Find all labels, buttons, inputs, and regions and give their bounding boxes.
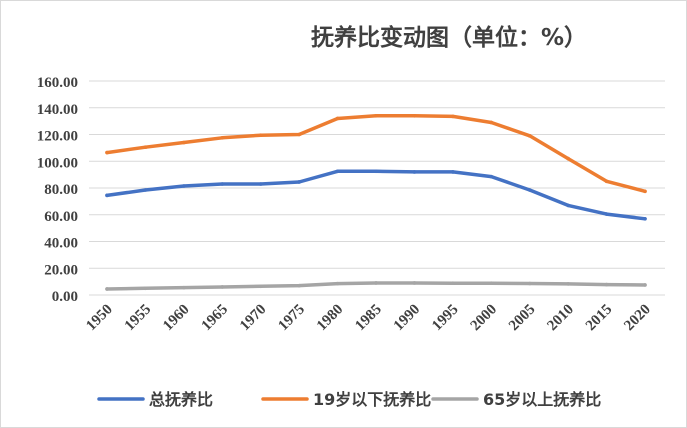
data-point [220,285,225,289]
chart-title: 抚养比变动图（单位：%） [311,24,587,51]
data-point [451,114,455,119]
x-tick-label: 1950 [83,302,116,335]
x-tick-label: 2005 [506,302,539,335]
y-tick-label: 120.00 [37,129,78,145]
data-point [374,281,378,285]
data-point [335,116,340,121]
data-point [297,180,301,184]
x-tick-label: 2015 [583,302,616,335]
data-point [258,284,263,289]
x-tick-label: 1975 [275,302,308,335]
x-tick-label: 1985 [352,302,385,335]
data-point [489,174,494,179]
data-point [643,189,647,194]
data-point [566,282,570,286]
y-tick-label: 140.00 [37,102,78,118]
data-point [566,203,570,208]
x-tick-label: 2020 [621,302,654,335]
x-axis-ticks: 1950 1955 1960 1965 1970 1975 1980 1985 1990 1995… [83,302,654,335]
data-point [643,283,647,287]
x-tick-label: 2000 [468,302,501,335]
legend-label: 总抚养比 [149,390,213,409]
legend: 总抚养比 19岁以下抚养比 65岁以上抚养比 [97,390,601,409]
data-point [182,184,186,188]
gridlines [89,80,665,296]
data-point [604,212,609,216]
data-point [566,156,570,161]
y-tick-label: 160.00 [37,75,78,91]
series-2 [105,113,647,194]
data-point [297,283,301,288]
data-point [412,281,417,285]
x-tick-label: 1955 [122,302,155,335]
data-point [451,170,455,174]
data-point [220,182,225,186]
data-point [105,150,109,155]
data-point [182,140,186,145]
x-tick-label: 1965 [199,302,232,335]
x-tick-label: 1980 [314,302,347,335]
data-point [374,169,378,174]
data-point [105,287,109,291]
data-point [335,281,340,286]
data-point [143,145,148,150]
data-point [412,170,417,174]
data-point [451,281,455,286]
data-point [297,132,301,137]
x-tick-label: 1970 [237,302,270,335]
data-point [527,281,532,286]
data-point [527,188,532,192]
data-point [143,188,148,192]
data-point [374,113,378,118]
series-line [105,114,647,194]
data-point [143,286,148,291]
y-tick-label: 80.00 [44,182,78,198]
x-tick-label: 1995 [429,302,462,335]
data-point [489,120,494,125]
y-tick-label: 100.00 [37,155,78,171]
series-1 [105,169,647,221]
x-tick-label: 1960 [160,302,193,335]
y-tick-label: 60.00 [44,209,78,225]
y-tick-label: 20.00 [44,262,78,278]
y-tick-label: 40.00 [44,236,78,252]
data-point [335,169,340,174]
y-tick-label: 0.00 [52,289,78,305]
legend-label: 65岁以上抚养比 [483,390,601,409]
series-3 [105,281,647,291]
data-point [220,136,225,140]
data-point [182,285,186,290]
x-tick-label: 2010 [544,302,577,335]
data-point [105,193,109,198]
data-point [258,182,263,186]
data-point [604,179,609,184]
y-axis-ticks: 0.00 20.00 40.00 60.00 80.00 100.00 120.00 140.… [37,75,78,305]
data-point [258,133,263,137]
data-point [489,281,494,286]
data-point [412,113,417,118]
series-line [105,169,647,221]
data-point [604,282,609,287]
x-tick-label: 1990 [391,302,424,335]
data-point [527,134,532,138]
series-lines [105,113,647,291]
legend-label: 19岁以下抚养比 [313,390,431,409]
data-point [643,216,647,221]
